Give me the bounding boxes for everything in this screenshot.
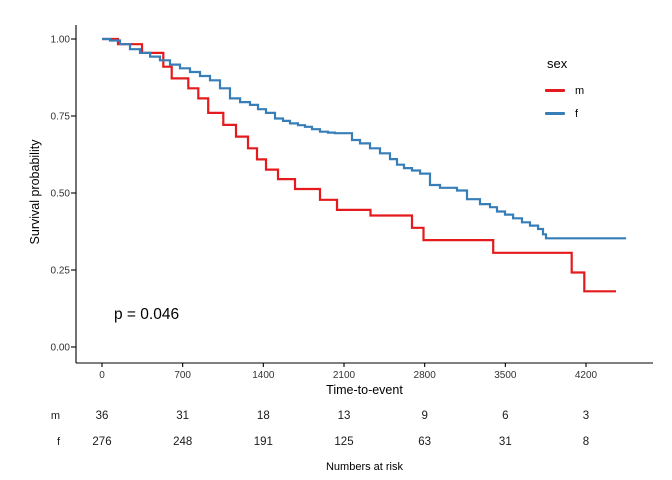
- y-tick-label: 0.25: [51, 266, 71, 277]
- survival-curve-f: [102, 37, 627, 240]
- x-tick-label: 1400: [252, 370, 275, 381]
- x-tick-label: 3500: [494, 370, 517, 381]
- y-axis-title: Survival probability: [28, 139, 42, 245]
- risk-count-m: 9: [421, 410, 427, 422]
- risk-count-m: 18: [257, 410, 270, 422]
- risk-count-f: 8: [583, 436, 589, 448]
- x-tick-label: 0: [99, 370, 105, 381]
- pvalue-annotation: p = 0.046: [114, 306, 180, 323]
- risk-count-f: 276: [92, 436, 111, 448]
- legend-line-swatch-m: [545, 89, 565, 92]
- x-axis-title: Time-to-event: [326, 383, 403, 397]
- risk-count-f: 191: [254, 436, 273, 448]
- legend-item-m: m: [545, 79, 584, 102]
- legend-label-f: f: [575, 107, 579, 120]
- x-tick-label: 2100: [333, 370, 356, 381]
- risk-count-f: 63: [418, 436, 431, 448]
- risk-count-m: 36: [96, 410, 109, 422]
- risk-count-m: 13: [338, 410, 351, 422]
- risk-count-f: 125: [334, 436, 353, 448]
- risk-count-m: 3: [583, 410, 589, 422]
- y-tick-label: 0.00: [51, 343, 71, 354]
- risk-count-f: 248: [173, 436, 192, 448]
- y-tick-label: 0.75: [51, 112, 71, 123]
- y-tick-label: 0.50: [51, 189, 71, 200]
- legend: sex m f: [545, 56, 584, 125]
- legend-line-swatch-f: [545, 112, 565, 115]
- risk-row-label-m: m: [51, 410, 60, 422]
- risk-row-label-f: f: [57, 436, 61, 448]
- legend-title: sex: [547, 56, 568, 71]
- x-tick-label: 700: [174, 370, 191, 381]
- risk-count-m: 31: [176, 410, 189, 422]
- risk-table-title: Numbers at risk: [325, 461, 404, 473]
- survival-curve-m: [102, 37, 616, 293]
- risk-count-f: 31: [499, 436, 512, 448]
- x-tick-label: 2800: [414, 370, 437, 381]
- legend-label-m: m: [575, 84, 585, 97]
- y-tick-label: 1.00: [51, 35, 71, 46]
- risk-count-m: 6: [502, 410, 508, 422]
- legend-item-f: f: [545, 102, 584, 125]
- x-tick-label: 4200: [575, 370, 598, 381]
